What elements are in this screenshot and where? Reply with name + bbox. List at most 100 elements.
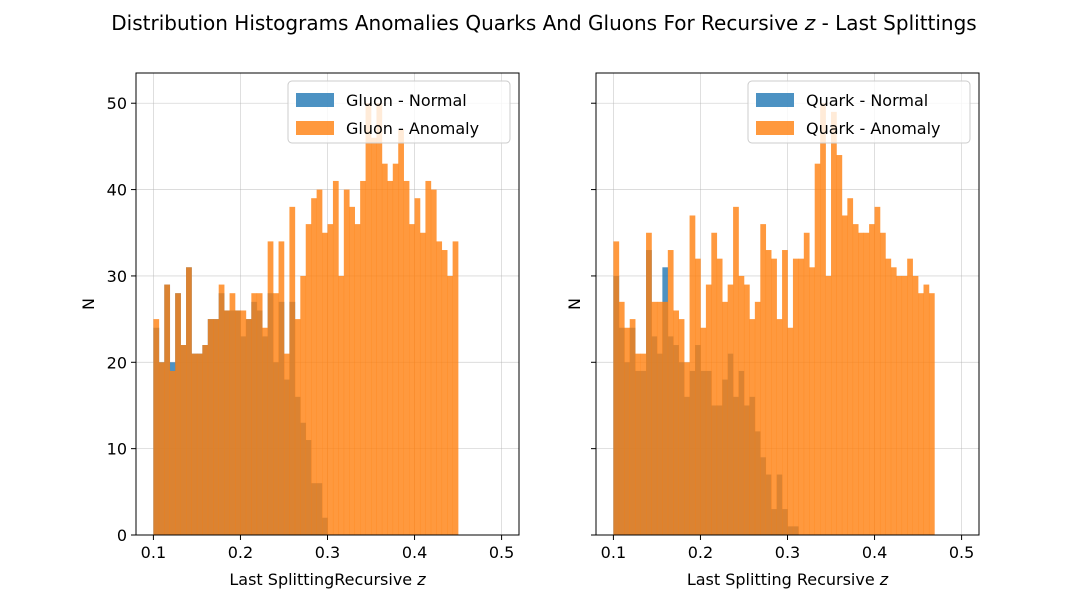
- figure-title-var: z: [804, 11, 816, 35]
- legend: Gluon - Normal Gluon - Anomaly: [287, 80, 511, 144]
- histogram-bar: [727, 284, 734, 535]
- histogram-bar: [430, 189, 437, 535]
- histogram-bar: [283, 353, 290, 535]
- histogram-bar: [814, 163, 821, 535]
- histogram-bar: [896, 275, 903, 535]
- histogram-bar: [907, 258, 913, 535]
- histogram-bar: [360, 180, 366, 536]
- histogram-bar: [901, 275, 908, 535]
- histogram-bar: [831, 111, 837, 536]
- histogram-bar: [316, 189, 323, 535]
- histogram-bar: [349, 206, 356, 535]
- histogram-bar: [202, 345, 209, 535]
- histogram-bar: [613, 241, 620, 535]
- histogram-bar: [651, 301, 658, 535]
- histogram-bar: [164, 284, 171, 535]
- histogram-bar: [229, 293, 236, 535]
- histogram-bar: [858, 232, 864, 535]
- y-tick-label: 20: [107, 353, 127, 372]
- histogram-bar: [689, 215, 696, 536]
- histogram-bar: [809, 267, 816, 535]
- histogram-bar: [294, 319, 301, 535]
- histogram-bar: [678, 319, 685, 535]
- histogram-bar: [240, 310, 247, 535]
- figure-title-suffix: - Last Splittings: [815, 11, 976, 35]
- histogram-bar: [251, 293, 258, 535]
- histogram-bar: [890, 267, 897, 535]
- histogram-bar: [792, 258, 799, 535]
- legend-label: Gluon - Normal: [346, 91, 467, 110]
- histogram-bar: [403, 180, 410, 536]
- histogram-bar: [387, 180, 394, 536]
- histogram-bar: [863, 232, 870, 535]
- histogram-bar: [447, 275, 453, 535]
- x-tick-label: 0.3: [775, 543, 800, 562]
- histogram-bar: [322, 232, 328, 535]
- histogram-bar: [733, 206, 739, 535]
- histogram-bar: [262, 327, 268, 535]
- histogram-bar: [311, 198, 317, 535]
- histogram-bar: [436, 241, 443, 535]
- legend-swatch: [296, 93, 334, 107]
- histogram-bar: [825, 275, 832, 535]
- histogram-bar: [662, 301, 669, 535]
- histogram-bar: [332, 180, 339, 536]
- histogram-bar: [409, 224, 415, 535]
- histogram-bar: [618, 301, 625, 535]
- legend-box: [287, 80, 511, 144]
- histogram-bar: [869, 224, 875, 535]
- y-tick-label: 40: [107, 181, 127, 200]
- x-tick-label: 0.2: [228, 543, 253, 562]
- histogram-bar: [695, 258, 701, 535]
- x-tick-label: 0.1: [601, 543, 626, 562]
- histogram-bar: [354, 224, 361, 535]
- histogram-bar: [923, 284, 930, 535]
- histogram-bar: [841, 215, 848, 536]
- histogram-bar: [338, 275, 345, 535]
- figure-title-prefix: Distribution Histograms Anomalies Quarks…: [111, 11, 804, 35]
- histogram-bar: [245, 319, 252, 535]
- histogram-bar: [327, 224, 334, 535]
- histogram-bar: [624, 327, 631, 535]
- histogram-bar: [398, 129, 404, 535]
- histogram-bar: [787, 327, 794, 535]
- histogram-bar: [782, 250, 788, 536]
- series-anomaly: [613, 103, 935, 536]
- histogram-bar: [640, 353, 647, 535]
- histogram-bar: [175, 293, 181, 535]
- quark-histogram-panel: 0.1 0.2 0.3 0.4 0.5 Last Splitting Recursive …: [565, 72, 980, 589]
- histogram-bar: [300, 275, 307, 535]
- legend-label: Gluon - Anomaly: [346, 119, 479, 138]
- histogram-bar: [273, 293, 279, 535]
- x-tick-label: 0.2: [688, 543, 713, 562]
- histogram-bar: [196, 353, 203, 535]
- histogram-bar: [760, 224, 767, 535]
- histogram-bar: [776, 319, 783, 535]
- x-tick-label: 0.4: [862, 543, 887, 562]
- y-axis-label: N: [565, 298, 584, 310]
- histogram-bar: [798, 258, 805, 535]
- histogram-bar: [169, 370, 176, 535]
- histogram-bar: [885, 258, 892, 535]
- x-axis-label-text: Last SplittingRecursive: [229, 570, 417, 589]
- histogram-bar: [918, 293, 924, 535]
- legend-swatch: [756, 93, 794, 107]
- histogram-bar: [738, 275, 745, 535]
- histogram-bar: [879, 232, 886, 535]
- histogram-bar: [705, 284, 712, 535]
- histogram-bar: [256, 293, 263, 535]
- histogram-bar: [656, 301, 663, 535]
- histogram-bar: [635, 353, 641, 535]
- histogram-bar: [928, 293, 935, 535]
- y-tick-label: 50: [107, 94, 127, 113]
- histogram-bar: [158, 362, 165, 535]
- x-tick-label: 0.1: [141, 543, 166, 562]
- histogram-bar: [700, 327, 707, 535]
- histogram-bar: [376, 103, 383, 535]
- histogram-bar: [722, 301, 728, 535]
- histogram-bar: [267, 241, 274, 535]
- legend: Quark - Normal Quark - Anomaly: [747, 80, 971, 144]
- x-tick-label: 0.5: [949, 543, 974, 562]
- histogram-bar: [711, 232, 718, 535]
- histogram-bar: [749, 319, 756, 535]
